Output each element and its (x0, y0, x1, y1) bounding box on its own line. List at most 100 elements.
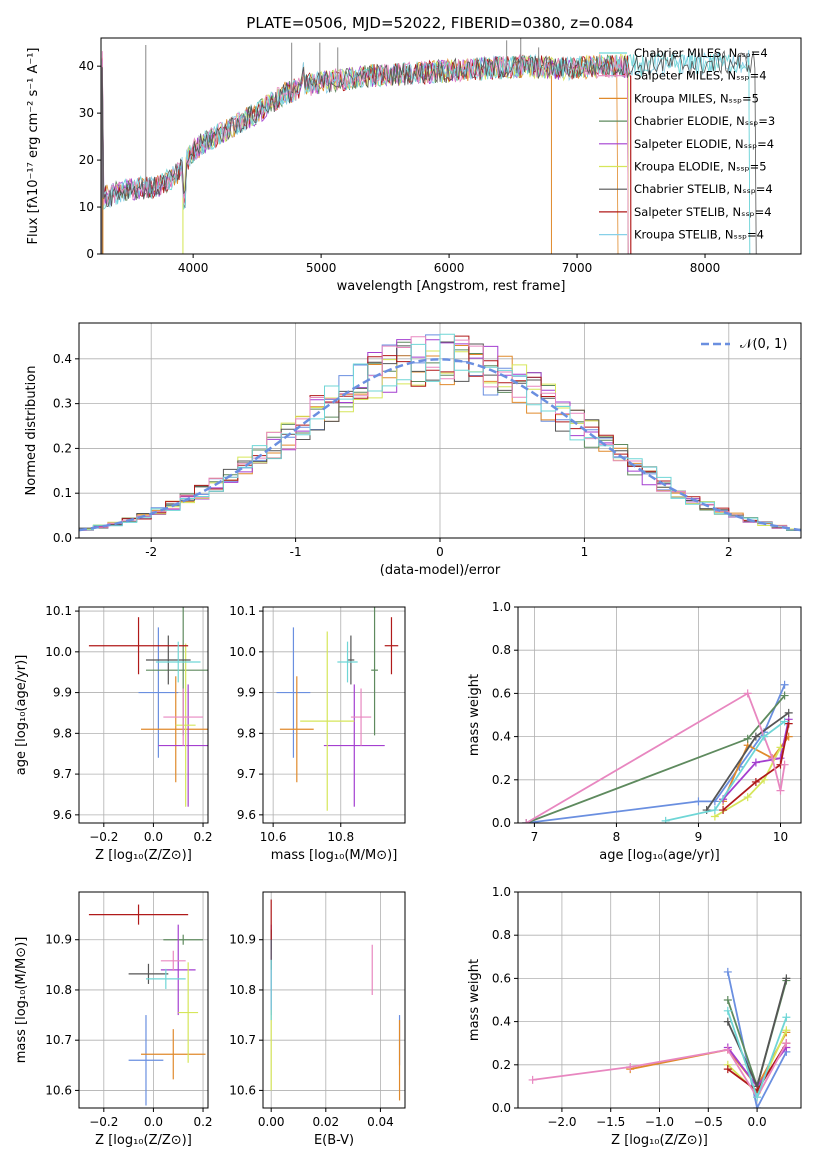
legend-entry: Chabrier STELIB, Nₛₛₚ=4 (634, 182, 773, 196)
x-tick-label: 2 (725, 545, 733, 559)
y-tick-label: 9.7 (237, 767, 256, 781)
x-tick-label: 0.2 (193, 1115, 212, 1129)
x-tick-label: 10.6 (260, 830, 287, 844)
axes-frame (78, 606, 209, 824)
y-tick-label: 1.0 (492, 885, 511, 899)
y-tick-label: 0 (86, 247, 94, 261)
y-tick-label: 0.3 (53, 397, 72, 411)
x-axis-label: age [log₁₀(age/yr)] (599, 848, 720, 863)
mass-weight-marker (776, 786, 785, 795)
y-tick-label: 10.8 (45, 983, 72, 997)
mass-weight-line (722, 723, 790, 811)
mass-weight-marker (723, 1006, 732, 1015)
mass-weight-line (726, 971, 788, 1108)
y-tick-label: 40 (79, 59, 94, 73)
y-axis-label: mass weight (467, 674, 482, 756)
y-tick-label: 30 (79, 106, 94, 120)
normal-curve (79, 358, 801, 532)
x-tick-label: 9 (695, 830, 703, 844)
mass-weight-marker (753, 1104, 762, 1108)
legend-entry: Salpeter STELIB, Nₛₛₚ=4 (634, 205, 772, 219)
y-tick-label: 0.6 (492, 686, 511, 700)
mass-vs-extinction-panel: 0.00 0.02 0.04 10.6 10.7 10.8 10.9 E(B-V) (229, 891, 406, 1148)
mass-weight-marker (782, 974, 791, 983)
y-tick-label: 0.6 (492, 971, 511, 985)
mass-weight-marker (782, 1026, 791, 1035)
y-tick-label: 0.2 (492, 1058, 511, 1072)
error-bars (88, 607, 208, 807)
legend-entry: Kroupa STELIB, Nₛₛₚ=4 (634, 228, 764, 242)
y-tick-label: 10 (79, 200, 94, 214)
mass-weight-vs-metallicity-panel: −2.0 −1.5 −1.0 −0.5 0.0 0.0 0.2 0.4 0.6 0.8 1.0 Z [… (467, 885, 802, 1148)
y-tick-label: 10.9 (45, 933, 72, 947)
mass-weight-marker (768, 754, 777, 763)
y-axis-label: mass [log₁₀(M/M⊙)] (14, 937, 29, 1064)
mass-weight-line (665, 720, 786, 822)
mass-weight-line (722, 736, 790, 802)
x-tick-label: -1 (290, 545, 302, 559)
y-tick-label: 9.8 (53, 726, 72, 740)
y-tick-label: 10.8 (229, 983, 256, 997)
mass-weight-marker (760, 732, 769, 741)
mass-weight-marker (784, 708, 793, 717)
x-tick-label: 0.04 (367, 1115, 394, 1129)
x-axis-label: Z [log₁₀(Z/Z⊙)] (95, 848, 192, 863)
mass-weight-marker (743, 734, 752, 743)
error-bars (88, 904, 206, 1106)
mass-weight-marker (780, 680, 789, 689)
x-tick-label: 0.0 (144, 1115, 163, 1129)
axes-frame (100, 37, 802, 255)
x-tick-label: 4000 (178, 261, 209, 275)
mass-weight-marker (782, 1039, 791, 1048)
y-tick-label: 9.9 (237, 686, 256, 700)
y-tick-label: 10.6 (229, 1083, 256, 1097)
legend-entry: Kroupa ELODIE, Nₛₛₚ=5 (634, 160, 767, 174)
y-tick-label: 1.0 (492, 600, 511, 614)
y-tick-label: 9.6 (53, 808, 72, 822)
y-tick-label: 0.0 (492, 1101, 511, 1115)
x-axis-label: wavelength [Angstrom, rest frame] (337, 279, 566, 294)
mass-weight-marker (743, 793, 752, 802)
spectrum-line (101, 54, 629, 254)
y-tick-label: 10.1 (229, 604, 256, 618)
mass-weight-marker (694, 797, 703, 806)
x-tick-label: −1.5 (596, 1115, 625, 1129)
y-tick-label: 0.2 (492, 773, 511, 787)
mass-weight-lines (528, 967, 791, 1108)
x-tick-label: −0.5 (694, 1115, 723, 1129)
legend-entry: 𝒩(0, 1) (740, 337, 787, 352)
axes-frame (262, 606, 406, 824)
y-tick-label: 10.1 (45, 604, 72, 618)
mass-weight-lines (522, 680, 793, 823)
x-tick-label: 8000 (690, 261, 721, 275)
mass-weight-line (714, 746, 782, 818)
mass-vs-metallicity-panel: −0.2 0.0 0.2 10.6 10.7 10.8 10.9 Z [log₁₀(Z/Z⊙)… (14, 891, 213, 1148)
mass-weight-marker (780, 717, 789, 726)
x-tick-label: 7000 (562, 261, 593, 275)
mass-weight-marker (522, 819, 531, 823)
mass-weight-marker (723, 1065, 732, 1074)
x-tick-label: −0.2 (89, 1115, 118, 1129)
spectrum-line (101, 52, 751, 254)
axes-frame (517, 891, 802, 1109)
histograms (79, 333, 801, 533)
spectrum-line (101, 55, 629, 254)
mass-weight-marker (743, 689, 752, 698)
x-tick-label: 6000 (434, 261, 465, 275)
y-tick-label: 10.7 (229, 1033, 256, 1047)
legend-entry: Salpeter MILES, Nₛₛₚ=4 (634, 69, 767, 83)
histogram-series (79, 333, 801, 532)
mass-weight-marker (780, 760, 789, 769)
spectrum-panel: 4000 5000 6000 7000 8000 0 10 20 30 40 wavelength … (26, 14, 802, 294)
spectrum-line (101, 49, 757, 254)
x-tick-label: 7 (531, 830, 539, 844)
mass-weight-marker (723, 996, 732, 1004)
y-tick-label: 0.8 (492, 928, 511, 942)
y-tick-label: 10.0 (45, 645, 72, 659)
axes-frame (262, 891, 406, 1109)
x-tick-label: 0.0 (144, 830, 163, 844)
x-tick-label: 8 (613, 830, 621, 844)
x-tick-label: -2 (145, 545, 157, 559)
y-tick-label: 0.8 (492, 643, 511, 657)
x-axis-label: E(B-V) (314, 1133, 354, 1148)
